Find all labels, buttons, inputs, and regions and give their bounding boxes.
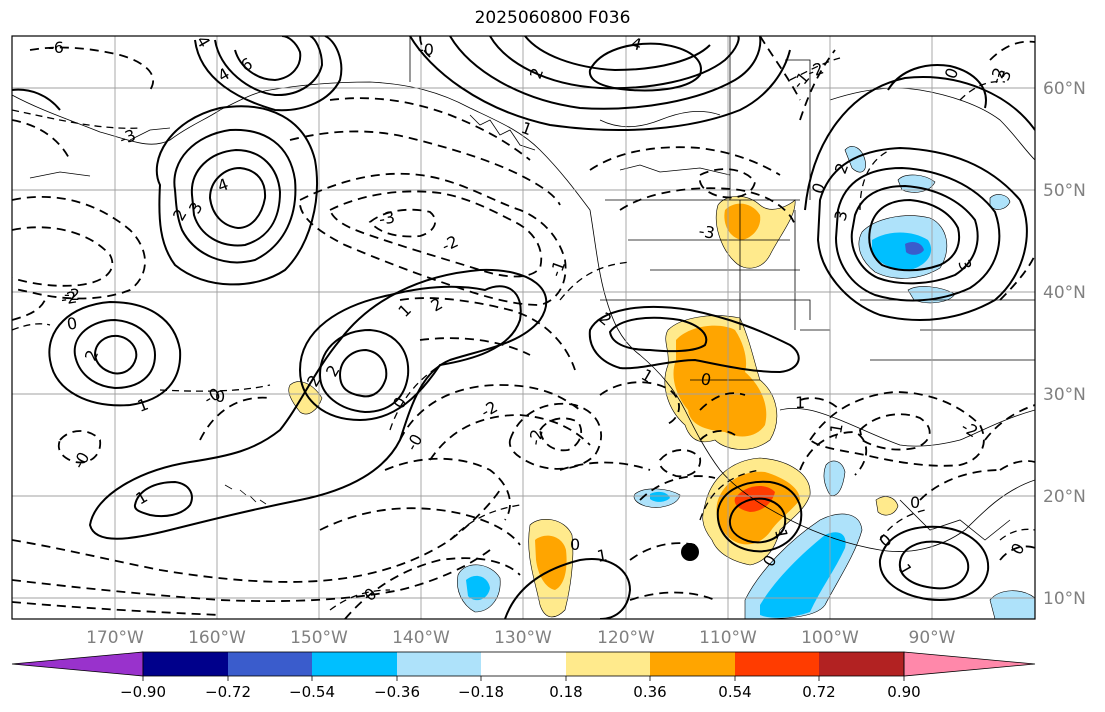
location-marker	[681, 543, 699, 561]
shade-patch	[872, 232, 932, 270]
shade-patch	[650, 491, 670, 502]
lon-label: 120°W	[597, 628, 655, 648]
lon-label: 130°W	[494, 628, 552, 648]
colorbar-frame	[142, 651, 905, 677]
lon-label: 150°W	[290, 628, 348, 648]
shade-patch	[989, 194, 1011, 210]
shade-patch	[905, 242, 924, 255]
lon-label: 160°W	[188, 628, 246, 648]
contour-label: -1	[546, 258, 569, 279]
lon-label: 140°W	[392, 628, 450, 648]
colorbar-segment	[481, 652, 566, 676]
dashed-contours	[12, 36, 1035, 619]
colorbar-tick-label: −0.90	[120, 683, 166, 701]
contour-label: 1	[595, 545, 608, 565]
map-frame	[11, 35, 1036, 620]
colorbar-tick-label: −0.18	[458, 683, 504, 701]
longitude-labels: 170°W 160°W 150°W 140°W 130°W 120°W 110°…	[86, 628, 956, 648]
contour-label: -2	[64, 285, 80, 304]
colorbar-segment	[566, 652, 650, 676]
lat-label: 40°N	[1043, 283, 1086, 303]
shade-patch	[989, 590, 1035, 619]
shading-layer	[288, 146, 1035, 619]
contour-label: -3	[377, 207, 396, 228]
lon-label: 100°W	[801, 628, 859, 648]
shade-patch	[875, 496, 899, 516]
map-plot-area: 4 6 4 3 2 4 4 2 3 2 2 2 2 1 1 1 1 1 0 1 …	[12, 34, 1035, 619]
colorbar-segment	[735, 652, 819, 676]
shade-patch	[535, 535, 567, 590]
contour-label: 0	[910, 493, 920, 512]
coastlines	[12, 36, 1035, 552]
contour-label: -2	[439, 232, 461, 256]
zero-contours	[12, 57, 1035, 611]
lon-label: 110°W	[699, 628, 757, 648]
lat-label: 20°N	[1043, 487, 1086, 507]
contour-label: -3	[697, 221, 716, 242]
colorbar-tick-label: 0.54	[718, 683, 751, 701]
colorbar-extend-low	[11, 651, 144, 677]
colorbar-tick-label: 0.18	[549, 683, 582, 701]
colorbar-segment	[228, 652, 312, 676]
shade-patch	[724, 203, 761, 240]
latitude-labels: 10°N 20°N 30°N 40°N 50°N 60°N	[1043, 79, 1086, 609]
colorbar-tick-label: −0.36	[374, 683, 420, 701]
lon-label: 90°W	[909, 628, 956, 648]
contour-label: 3	[831, 208, 852, 223]
contour-label: -2	[59, 287, 78, 308]
contour-label: -3	[117, 125, 138, 148]
contour-label: 4	[629, 34, 644, 55]
contour-label: -2	[525, 428, 546, 447]
contour-label: -6	[48, 38, 64, 57]
colorbar-segment	[397, 652, 481, 676]
colorbar-tick-label: 0.72	[802, 683, 835, 701]
contour-label: 0	[65, 313, 78, 333]
contour-label: 1	[795, 393, 805, 412]
colorbar-tick-labels: −0.90 −0.72 −0.54 −0.36 −0.18 0.18 0.36 …	[120, 683, 921, 701]
contour-label: 0	[699, 369, 712, 389]
shade-patch	[760, 532, 846, 618]
shade-patch	[844, 146, 866, 173]
lat-label: 50°N	[1043, 181, 1086, 201]
shade-patch	[466, 575, 490, 601]
contour-label: -2	[986, 65, 1009, 86]
colorbar-segment	[819, 652, 904, 676]
colorbar-segment	[312, 652, 397, 676]
colorbar-tick-label: 0.36	[633, 683, 666, 701]
contour-label: 1	[771, 527, 791, 540]
shade-patch	[673, 325, 767, 437]
contour-label: 0	[215, 387, 225, 406]
colorbar-tick-label: −0.72	[205, 683, 251, 701]
contour-label: 0	[570, 535, 580, 554]
lat-label: 10°N	[1043, 589, 1086, 609]
contour-label: -1	[825, 422, 846, 441]
colorbar-tick-label: 0.90	[887, 683, 920, 701]
colorbar-segment	[143, 652, 228, 676]
shade-patch	[897, 174, 936, 193]
colorbar-extend-high	[903, 651, 1036, 677]
lon-label: 170°W	[86, 628, 144, 648]
colorbar-segment	[650, 652, 735, 676]
contour-label: -2	[805, 58, 826, 81]
colorbar-tick-label: −0.54	[289, 683, 335, 701]
map-title: 2025060800 F036	[474, 8, 631, 28]
shade-patch	[823, 460, 846, 496]
colorbar-ticks	[142, 676, 905, 681]
contour-label: -0	[418, 40, 434, 59]
colorbar: −0.90 −0.72 −0.54 −0.36 −0.18 0.18 0.36 …	[11, 651, 1036, 701]
lat-label: 60°N	[1043, 79, 1086, 99]
solid-contours	[12, 36, 1035, 619]
lat-label: 30°N	[1043, 385, 1086, 405]
contour-labels: 4 6 4 3 2 4 4 2 3 2 2 2 2 1 1 1 1 1 0 1 …	[48, 34, 1029, 605]
